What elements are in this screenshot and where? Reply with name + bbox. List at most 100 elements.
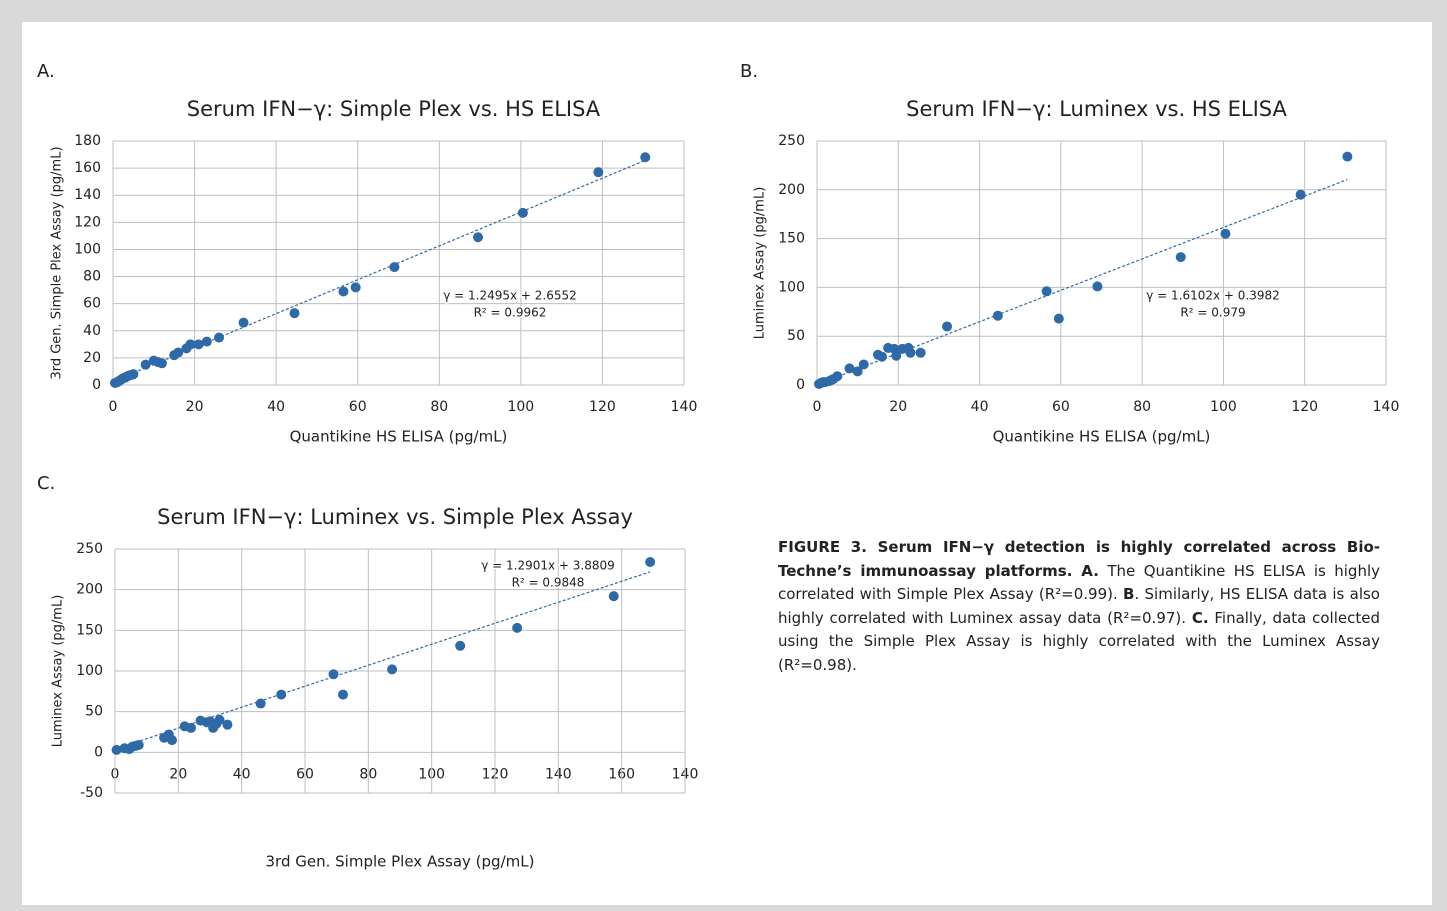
y-tick-label: 150 [778,231,805,247]
data-point [389,262,400,273]
y-tick-label: 0 [94,744,103,760]
data-point [512,622,523,633]
data-point [905,347,916,358]
trendline-annotation: R² = 0.9962 [474,306,547,320]
data-point [387,664,398,675]
x-axis-title: 3rd Gen. Simple Plex Assay (pg/mL) [266,853,535,871]
y-tick-label: 250 [76,541,103,557]
data-point [877,351,888,362]
data-point [1175,252,1186,263]
x-tick-label: 0 [109,399,118,415]
data-point [214,332,225,343]
y-tick-label: -50 [80,785,103,801]
y-axis-title: Luminex Assay (pg/mL) [753,187,768,340]
data-point [1053,313,1064,324]
data-point [1092,281,1103,292]
y-tick-label: 100 [74,241,101,257]
caption-text: FIGURE 3. Serum IFN−γ detection is highl… [778,538,1380,580]
caption-text: C. [1191,608,1209,627]
data-point [140,359,151,370]
y-tick-label: 0 [92,377,101,393]
y-tick-label: 60 [83,296,101,312]
data-point [338,689,348,700]
data-point [1342,151,1353,162]
x-tick-label: 60 [349,399,367,415]
data-point [891,350,902,361]
data-point [645,557,656,568]
data-point [992,310,1003,321]
x-tick-label: 60 [1052,399,1070,415]
x-tick-label: 100 [507,399,534,415]
data-point [111,744,122,755]
data-point [201,336,212,347]
y-axis-title: Luminex Assay (pg/mL) [51,595,66,748]
x-axis-title: Quantikine HS ELISA (pg/mL) [993,428,1211,446]
caption: FIGURE 3. Serum IFN−γ detection is highl… [778,536,1380,677]
data-point [193,339,204,350]
data-point [473,232,484,243]
data-point [1041,286,1052,297]
y-tick-label: 50 [85,704,103,720]
y-tick-label: 0 [796,377,805,393]
y-tick-label: 50 [787,328,805,344]
data-point [593,167,604,178]
x-tick-label: 80 [430,399,448,415]
x-axis-title: Quantikine HS ELISA (pg/mL) [290,428,508,446]
x-tick-label: 120 [589,399,616,415]
data-point [185,339,196,350]
data-point [238,317,249,328]
chart-title: Serum IFN−γ: Luminex vs. Simple Plex Ass… [157,505,633,529]
y-tick-label: 180 [74,133,101,149]
data-point [942,321,953,332]
figure-panel [22,22,1432,905]
y-tick-label: 160 [74,160,101,176]
x-tick-label: 80 [1133,399,1151,415]
trendline [818,178,1348,385]
caption-text: B [1123,585,1135,603]
trendline-annotation: γ = 1.2495x + 2.6552 [443,289,577,303]
x-tick-label: 40 [971,399,989,415]
data-point [128,369,139,380]
y-tick-label: 20 [83,350,101,366]
x-tick-label: 20 [186,399,204,415]
data-point [214,714,225,725]
x-tick-label: 100 [1210,399,1237,415]
y-tick-label: 100 [778,279,805,295]
x-tick-label: 140 [1373,399,1400,415]
data-point [455,640,466,651]
data-point [915,347,926,358]
data-point [640,152,651,163]
panel-label: A. [37,61,55,82]
trendline [116,571,651,750]
data-point [167,735,177,746]
data-point [173,347,184,358]
data-point [222,719,233,730]
y-tick-label: 120 [74,214,101,230]
x-tick-label: 0 [813,399,822,415]
panel-label: B. [740,61,758,82]
chart-title: Serum IFN−γ: Luminex vs. HS ELISA [906,97,1287,121]
trendline-annotation: γ = 1.2901x + 3.8809 [481,559,615,573]
y-tick-label: 200 [778,182,805,198]
y-tick-label: 100 [76,663,103,679]
y-tick-label: 80 [83,269,101,285]
trendline-annotation: R² = 0.979 [1180,306,1245,320]
data-point [255,698,266,709]
x-tick-label: 140 [671,399,698,415]
caption-text: Finally, data collected using the Simple… [778,608,1380,674]
x-tick-label: 120 [1291,399,1318,415]
data-point [156,358,167,369]
y-tick-label: 40 [83,323,101,339]
panel-label: C. [37,473,55,494]
caption-text: The Quantikine HS ELISA is highly correl… [778,561,1380,604]
data-point [276,689,287,700]
y-axis-title: 3rd Gen. Simple Plex Assay (pg/mL) [50,146,65,379]
data-point [517,207,528,218]
data-point [328,669,339,680]
data-point [350,282,361,293]
data-point [844,363,855,374]
data-point [133,740,144,751]
chart-title: Serum IFN−γ: Simple Plex vs. HS ELISA [187,97,601,121]
